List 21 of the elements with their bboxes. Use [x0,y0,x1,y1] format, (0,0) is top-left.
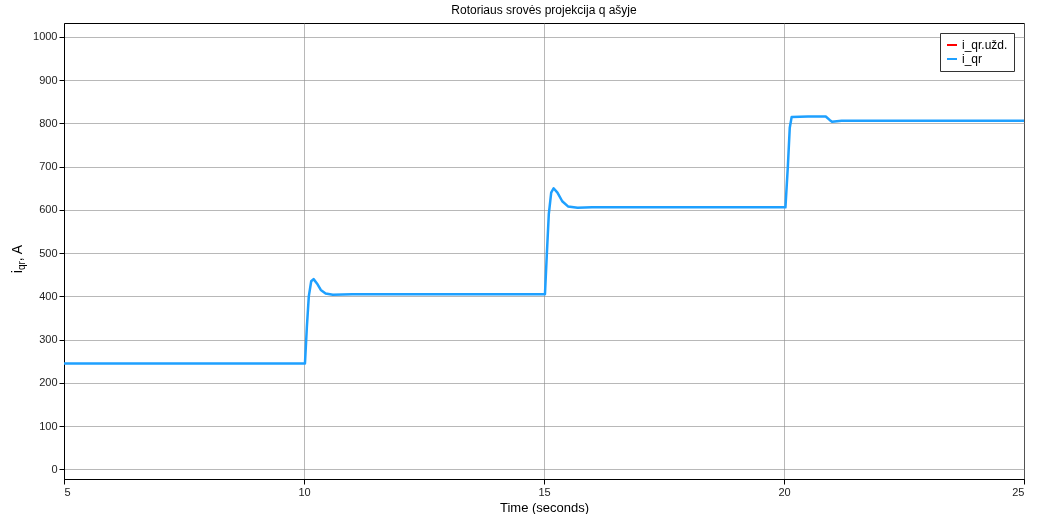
y-tick-label: 100 [39,419,58,432]
y-tick-label: 0 [51,462,58,475]
legend-label: i_qr [962,52,983,66]
chart-title: Rotoriaus srovės projekcija q ašyje [451,3,638,17]
legend-label: i_qr.užd. [962,38,1008,52]
y-tick-label: 1000 [33,30,58,43]
y-tick-label: 900 [39,73,58,86]
x-tick-label: 20 [778,485,791,498]
x-axis-title: Time (seconds) [499,499,590,515]
y-tick-label: 200 [39,376,58,389]
x-tick-label: 5 [64,485,71,498]
y-tick-label: 500 [39,246,58,259]
x-tick-label: 10 [298,485,311,498]
x-tick-label: 25 [1012,485,1025,498]
y-tick-label: 400 [39,289,58,302]
y-tick-label: 700 [39,160,58,173]
y-tick-label: 300 [39,333,58,346]
y-tick-label: 600 [39,203,58,216]
line-series [62,115,1026,365]
y-tick-label: 800 [39,116,58,129]
x-tick-label: 15 [538,485,551,498]
